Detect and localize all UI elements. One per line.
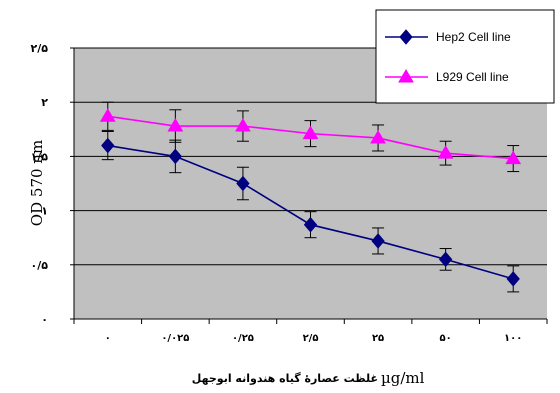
triangle-marker <box>370 129 386 144</box>
y-tick-label: ۱ <box>41 205 48 218</box>
axes <box>70 47 548 324</box>
diamond-marker <box>303 216 318 233</box>
series-hep2-cell-line <box>101 130 520 293</box>
series-layer <box>99 101 522 293</box>
x-tick-label: ۰/۰۲۵ <box>161 333 189 344</box>
x-axis-label: غلظت عصارهٔ گیاه هندوانه ابوجهل <box>192 372 378 385</box>
triangle-marker <box>398 69 414 83</box>
x-tick-label: ۰ <box>105 333 111 344</box>
x-tick-label: ۲۵ <box>372 333 384 344</box>
y-tick-labels: ۰ ۰/۵ ۱ ۱/۵ ۲ ۲/۵ <box>31 42 49 326</box>
diamond-marker <box>438 251 453 268</box>
triangle-marker <box>505 150 522 165</box>
triangle-marker <box>235 118 251 132</box>
y-tick-label: ۲/۵ <box>31 42 49 55</box>
x-tick-labels: ۰ ۰/۰۲۵ ۰/۲۵ ۲/۵ ۲۵ ۵۰ ۱۰۰ <box>105 333 523 344</box>
diamond-marker <box>101 137 115 154</box>
gridlines <box>74 47 547 266</box>
triangle-marker <box>437 145 454 159</box>
x-tick-label: ۰/۲۵ <box>232 333 254 344</box>
x-tick-label: ۲/۵ <box>303 333 319 344</box>
series-l929-cell-line <box>99 101 522 173</box>
x-tick-label: ۵۰ <box>440 333 452 344</box>
legend-label: L929 Cell line <box>436 70 509 84</box>
diamond-marker <box>371 233 385 249</box>
y-tick-label: ۰ <box>41 313 48 326</box>
y-axis-label: OD 570 nm <box>28 140 46 226</box>
y-tick-label: ۲ <box>41 96 48 109</box>
triangle-marker <box>302 125 319 140</box>
x-tick-label: ۱۰۰ <box>504 333 522 344</box>
y-tick-label: ۱/۵ <box>31 150 49 163</box>
y-tick-label: ۰/۵ <box>31 259 49 272</box>
diamond-marker <box>506 271 520 287</box>
triangle-marker <box>167 118 184 132</box>
legend-label: Hep2 Cell line <box>436 30 511 44</box>
legend: Hep2 Cell line L929 Cell line <box>375 9 555 104</box>
x-axis-unit: µg/ml <box>381 369 425 387</box>
triangle-marker <box>99 108 116 122</box>
diamond-marker <box>236 175 250 192</box>
diamond-marker <box>399 29 413 45</box>
diamond-marker <box>168 148 183 165</box>
legend-box <box>375 9 555 104</box>
